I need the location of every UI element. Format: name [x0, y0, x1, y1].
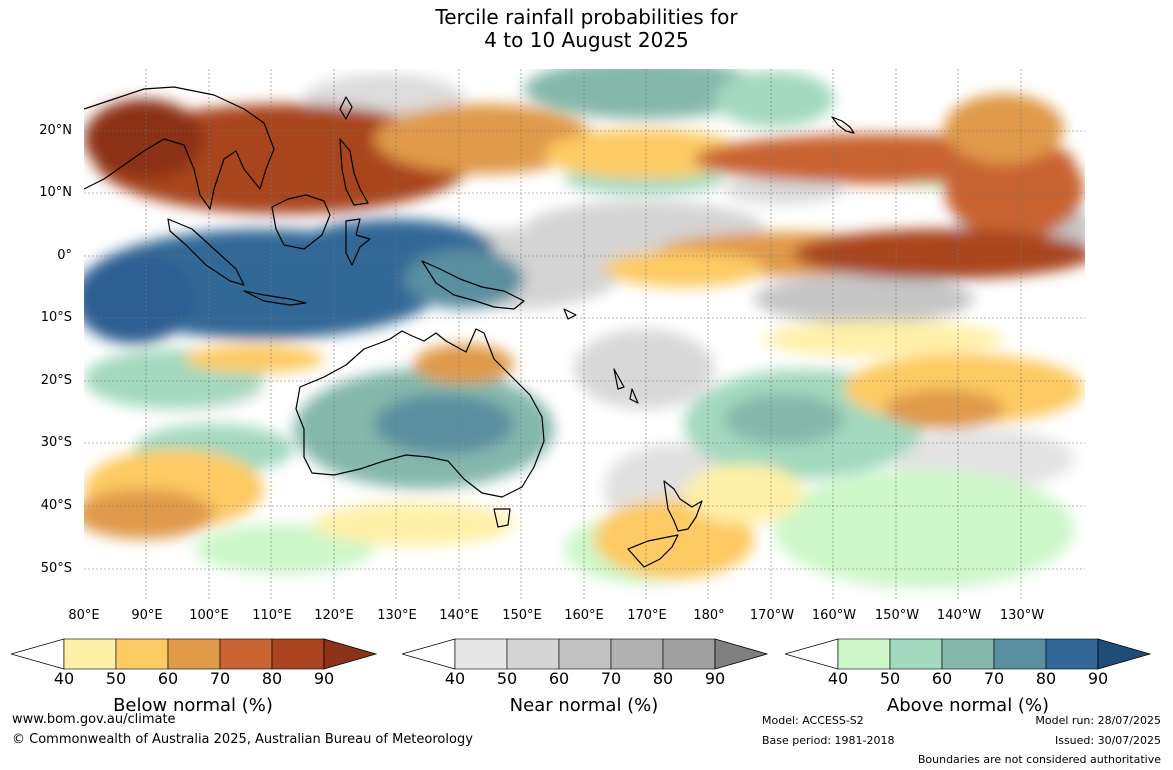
rainfall-probability-map — [84, 69, 1085, 600]
colorbar-tick: 40 — [444, 669, 466, 688]
latitude-label: 50°S — [40, 561, 72, 576]
colorbar-tick: 50 — [879, 669, 901, 688]
colorbar-tick: 90 — [313, 669, 335, 688]
colorbar-tick: 70 — [983, 669, 1005, 688]
longitude-label: 120°E — [314, 608, 354, 623]
longitude-label: 180° — [693, 608, 725, 623]
longitude-label: 130°E — [377, 608, 417, 623]
colorbar-tick: 60 — [548, 669, 570, 688]
latitude-label: 0° — [57, 248, 72, 263]
colorbar-high-arrow — [323, 638, 377, 670]
issued-date: Issued: 30/07/2025 — [1054, 734, 1161, 747]
above-normal-legend-title: Above normal (%) — [886, 695, 1050, 716]
longitude-label: 160°E — [564, 608, 604, 623]
longitude-label: 150°E — [502, 608, 542, 623]
longitude-label: 140°E — [439, 608, 479, 623]
colorbar-segment-60-70 — [558, 638, 612, 670]
colorbar-tick: 80 — [261, 669, 283, 688]
colorbar-segment-40-50 — [63, 638, 117, 670]
colorbar-tick: 90 — [704, 669, 726, 688]
colorbar-high-arrow — [1097, 638, 1151, 670]
colorbar-low-arrow — [402, 638, 456, 670]
longitude-label: 140°W — [936, 608, 982, 623]
longitude-label: 110°E — [252, 608, 292, 623]
colorbar-segment-40-50 — [837, 638, 891, 670]
longitude-label: 80°E — [68, 608, 100, 623]
colorbar-segment-70-80 — [610, 638, 664, 670]
above-normal-colorbar — [785, 638, 1151, 670]
colorbar-segment-50-60 — [115, 638, 169, 670]
copyright-text: © Commonwealth of Australia 2025, Austra… — [12, 732, 473, 747]
website-link[interactable]: www.bom.gov.au/climate — [12, 712, 176, 727]
near-normal-legend-title: Near normal (%) — [509, 695, 659, 716]
near-normal-colorbar — [402, 638, 768, 670]
model-name: Model: ACCESS-S2 — [762, 714, 864, 727]
boundaries-disclaimer: Boundaries are not considered authoritat… — [917, 753, 1161, 766]
latitude-label: 30°S — [40, 435, 72, 450]
longitude-label: 160°W — [811, 608, 857, 623]
latitude-label: 40°S — [40, 498, 72, 513]
colorbar-tick: 40 — [827, 669, 849, 688]
colorbar-segment-50-60 — [889, 638, 943, 670]
colorbar-segment-70-80 — [219, 638, 273, 670]
colorbar-low-arrow — [11, 638, 65, 670]
colorbar-segment-60-70 — [167, 638, 221, 670]
coastlines — [84, 86, 855, 568]
colorbar-tick: 80 — [1035, 669, 1057, 688]
colorbar-tick: 50 — [105, 669, 127, 688]
colorbar-segment-40-50 — [454, 638, 508, 670]
latitude-label: 10°S — [40, 310, 72, 325]
colorbar-segment-60-70 — [941, 638, 995, 670]
colorbar-tick: 70 — [209, 669, 231, 688]
colorbar-tick: 70 — [600, 669, 622, 688]
longitude-label: 170°E — [627, 608, 667, 623]
longitude-label: 170°W — [749, 608, 795, 623]
colorbar-segment-80-90 — [1045, 638, 1099, 670]
colorbar-high-arrow — [714, 638, 768, 670]
colorbar-segment-80-90 — [271, 638, 325, 670]
colorbar-tick: 60 — [931, 669, 953, 688]
latitude-label: 10°N — [39, 185, 72, 200]
colorbar-tick: 50 — [496, 669, 518, 688]
below-normal-legend-title: Below normal (%) — [113, 695, 273, 716]
latitude-label: 20°N — [39, 123, 72, 138]
colorbar-tick: 60 — [157, 669, 179, 688]
longitude-label: 100°E — [189, 608, 229, 623]
map-title-line-2: 4 to 10 August 2025 — [484, 28, 689, 52]
latitude-label: 20°S — [40, 373, 72, 388]
colorbar-tick: 80 — [652, 669, 674, 688]
gridlines — [84, 69, 1085, 600]
base-period: Base period: 1981-2018 — [762, 734, 895, 747]
colorbar-segment-80-90 — [662, 638, 716, 670]
longitude-label: 150°W — [874, 608, 920, 623]
model-run-date: Model run: 28/07/2025 — [1035, 714, 1161, 727]
colorbar-segment-70-80 — [993, 638, 1047, 670]
below-normal-colorbar — [11, 638, 377, 670]
longitude-label: 130°W — [999, 608, 1045, 623]
colorbar-tick: 40 — [53, 669, 75, 688]
colorbar-segment-50-60 — [506, 638, 560, 670]
colorbar-tick: 90 — [1087, 669, 1109, 688]
map-title-line-1: Tercile rainfall probabilities for — [435, 5, 738, 29]
colorbar-low-arrow — [785, 638, 839, 670]
longitude-label: 90°E — [131, 608, 163, 623]
